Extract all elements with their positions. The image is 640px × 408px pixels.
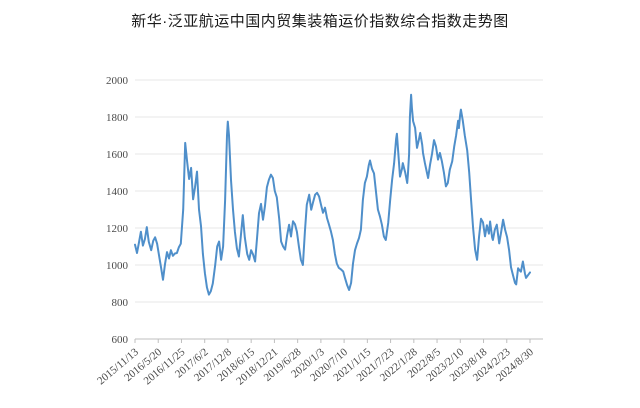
y-tick-label: 1200	[106, 223, 129, 235]
y-tick-label: 1600	[106, 149, 129, 161]
index-series-line	[134, 93, 531, 296]
y-tick-label: 1000	[106, 260, 129, 272]
y-tick-label: 1400	[106, 186, 129, 198]
y-tick-label: 800	[112, 297, 129, 309]
y-tick-label: 2000	[106, 75, 129, 87]
y-tick-label: 600	[112, 334, 129, 346]
y-tick-label: 1800	[106, 112, 129, 124]
chart-title: 新华·泛亚航运中国内贸集装箱运价指数综合指数走势图	[131, 13, 509, 30]
